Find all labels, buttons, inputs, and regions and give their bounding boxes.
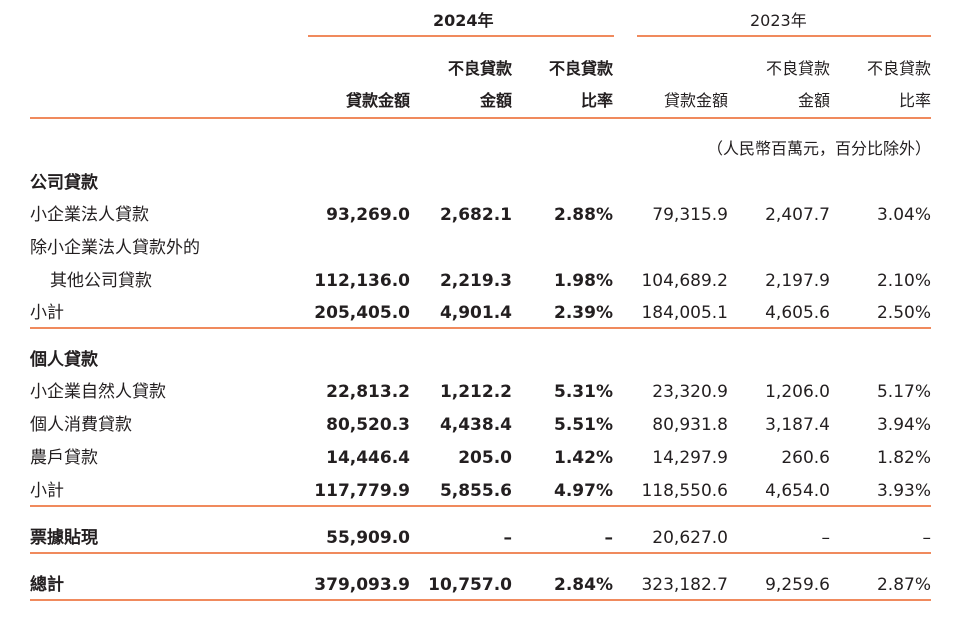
cell-npl-2024: 10,757.0 xyxy=(428,575,512,595)
unit-note: （人民幣百萬元，百分比除外） xyxy=(706,139,931,158)
cell-ratio-2024: 1.98% xyxy=(554,271,613,291)
section-title-corporate: 公司貸款 xyxy=(30,173,98,193)
cell-npl-2024: 1,212.2 xyxy=(439,382,512,402)
cell-loan-2023: 23,320.9 xyxy=(652,382,728,402)
section-title-personal: 個人貸款 xyxy=(30,350,98,370)
cell-ratio-2023: – xyxy=(922,528,932,548)
cell-loan-2024: 112,136.0 xyxy=(314,271,410,291)
cell-loan-2024: 379,093.9 xyxy=(314,575,410,595)
cell-loan-2024: 117,779.9 xyxy=(314,481,410,501)
cell-npl-2024: 2,219.3 xyxy=(439,271,512,291)
row-label: 小企業法人貸款 xyxy=(30,205,149,225)
col-npl-ratio-2024-line1: 不良貸款 xyxy=(548,59,613,78)
year-2024-rule xyxy=(308,35,614,37)
total-rule xyxy=(30,599,931,601)
cell-loan-2024: 205,405.0 xyxy=(314,303,410,323)
cell-npl-2023: 4,654.0 xyxy=(765,481,830,501)
cell-npl-2024: 4,438.4 xyxy=(439,415,512,435)
cell-ratio-2024: 2.84% xyxy=(554,575,613,595)
cell-ratio-2023: 3.93% xyxy=(876,481,931,501)
cell-npl-2023: 2,197.9 xyxy=(765,271,830,291)
cell-npl-2023: – xyxy=(821,528,831,548)
cell-ratio-2024: – xyxy=(604,528,614,548)
row-label: 小計 xyxy=(30,481,64,501)
cell-loan-2024: 22,813.2 xyxy=(326,382,410,402)
cell-npl-2023: 2,407.7 xyxy=(765,205,830,225)
row-label: 票據貼現 xyxy=(30,528,98,548)
cell-loan-2023: 20,627.0 xyxy=(652,528,728,548)
col-npl-amount-2024-line2: 金額 xyxy=(479,91,512,110)
cell-loan-2023: 14,297.9 xyxy=(652,448,728,468)
cell-npl-2023: 260.6 xyxy=(781,448,830,468)
cell-ratio-2024: 2.88% xyxy=(554,205,613,225)
cell-ratio-2023: 5.17% xyxy=(876,382,931,402)
personal-subtotal-rule xyxy=(30,505,931,507)
cell-npl-2024: 2,682.1 xyxy=(439,205,512,225)
cell-npl-2024: 205.0 xyxy=(458,448,512,468)
cell-npl-2024: 4,901.4 xyxy=(439,303,512,323)
cell-npl-2023: 4,605.6 xyxy=(765,303,830,323)
year-2023-header: 2023年 xyxy=(750,11,807,30)
cell-loan-2023: 323,182.7 xyxy=(641,575,728,595)
cell-loan-2024: 55,909.0 xyxy=(326,528,410,548)
corporate-subtotal-rule xyxy=(30,327,931,329)
cell-ratio-2024: 5.51% xyxy=(554,415,613,435)
cell-loan-2023: 184,005.1 xyxy=(641,303,728,323)
cell-loan-2024: 14,446.4 xyxy=(326,448,410,468)
col-npl-ratio-2024-line2: 比率 xyxy=(580,91,613,110)
row-label: 個人消費貸款 xyxy=(30,415,132,435)
cell-ratio-2023: 2.87% xyxy=(876,575,931,595)
discount-rule xyxy=(30,552,931,554)
row-label: 總計 xyxy=(30,575,64,595)
row-label-continued: 其他公司貸款 xyxy=(50,271,152,291)
header-bottom-rule xyxy=(30,117,931,119)
row-label: 除小企業法人貸款外的 xyxy=(30,238,200,258)
cell-loan-2023: 104,689.2 xyxy=(641,271,728,291)
cell-ratio-2024: 2.39% xyxy=(554,303,613,323)
cell-ratio-2023: 2.10% xyxy=(876,271,931,291)
cell-npl-2024: 5,855.6 xyxy=(439,481,512,501)
cell-ratio-2023: 3.94% xyxy=(876,415,931,435)
cell-loan-2023: 118,550.6 xyxy=(641,481,728,501)
cell-loan-2023: 80,931.8 xyxy=(652,415,728,435)
col-npl-ratio-2023-line2: 比率 xyxy=(898,91,931,110)
cell-ratio-2024: 5.31% xyxy=(554,382,613,402)
row-label: 農戶貸款 xyxy=(30,448,98,468)
cell-ratio-2024: 1.42% xyxy=(554,448,613,468)
cell-loan-2024: 80,520.3 xyxy=(326,415,410,435)
year-2023-rule xyxy=(637,35,931,37)
row-label: 小計 xyxy=(30,303,64,323)
cell-npl-2023: 9,259.6 xyxy=(765,575,830,595)
cell-loan-2024: 93,269.0 xyxy=(326,205,410,225)
cell-loan-2023: 79,315.9 xyxy=(652,205,728,225)
cell-ratio-2024: 4.97% xyxy=(554,481,613,501)
cell-ratio-2023: 3.04% xyxy=(876,205,931,225)
cell-ratio-2023: 2.50% xyxy=(876,303,931,323)
cell-npl-2023: 1,206.0 xyxy=(765,382,830,402)
col-npl-amount-2023-line2: 金額 xyxy=(797,91,830,110)
cell-npl-2023: 3,187.4 xyxy=(765,415,830,435)
cell-ratio-2023: 1.82% xyxy=(876,448,931,468)
col-loan-amount-2024-line2: 貸款金額 xyxy=(345,91,410,110)
col-npl-amount-2024-line1: 不良貸款 xyxy=(447,59,512,78)
col-npl-ratio-2023-line1: 不良貸款 xyxy=(866,59,931,78)
row-label: 小企業自然人貸款 xyxy=(30,382,166,402)
year-2024-header: 2024年 xyxy=(433,11,494,30)
col-loan-amount-2023-line2: 貸款金額 xyxy=(663,91,728,110)
col-npl-amount-2023-line1: 不良貸款 xyxy=(765,59,830,78)
cell-npl-2024: – xyxy=(503,528,513,548)
